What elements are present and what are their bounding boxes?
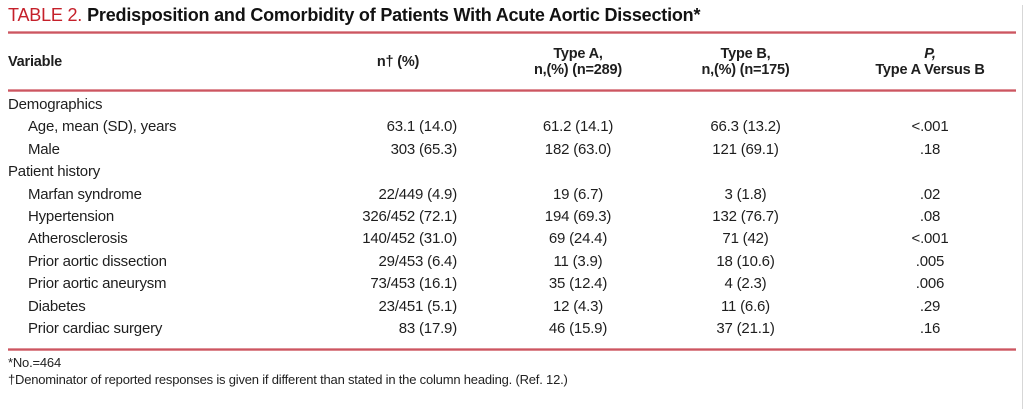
cell-n: 303 (65.3) <box>390 140 458 158</box>
table-number-label: TABLE 2. <box>8 5 83 25</box>
page-edge-line <box>1022 5 1023 409</box>
cell-n: 29/453 (6.4) <box>378 252 458 270</box>
cell-type-b <box>623 94 800 116</box>
cell-n: 63.1 (14.0) <box>386 118 458 136</box>
horizontal-rule-top <box>8 31 1016 34</box>
cell-p: <.001 <box>911 118 949 136</box>
cell-type-a: 182 (63.0) <box>544 140 612 158</box>
table-header-row: Variable n† (%) Type A, n,(%) (n=289) Ty… <box>8 34 1016 89</box>
cell-type-a: 35 (12.4) <box>548 275 608 293</box>
row-label: Prior cardiac surgery <box>28 319 163 337</box>
column-header-type-a-line1: Type A, <box>553 45 603 62</box>
row-label: Prior aortic aneurysm <box>28 275 167 293</box>
table-row-hypertension: Hypertension 326/452 (72.1) 194 (69.3) 1… <box>8 206 1016 228</box>
cell-type-b: 18 (10.6) <box>716 252 775 270</box>
row-label: Diabetes <box>28 297 86 315</box>
cell-n: 326/452 (72.1) <box>362 207 457 225</box>
cell-p <box>800 161 1016 183</box>
cell-type-a: 69 (24.4) <box>548 230 608 248</box>
cell-n <box>298 161 463 183</box>
cell-n: 23/451 (5.1) <box>378 297 458 315</box>
cell-type-b <box>623 161 800 183</box>
cell-type-b: 4 (2.3) <box>724 275 767 293</box>
column-header-p-line1: P, <box>924 45 936 62</box>
table-row-prior-aortic-aneurysm: Prior aortic aneurysm 73/453 (16.1) 35 (… <box>8 273 1016 295</box>
column-header-type-b-line2: n,(%) (n=175) <box>701 61 790 78</box>
cell-type-a: 12 (4.3) <box>552 297 604 315</box>
row-label: Age, mean (SD), years <box>28 118 177 136</box>
row-label: Male <box>28 140 60 158</box>
cell-type-a <box>463 161 623 183</box>
table-row-section-patient-history: Patient history <box>8 161 1016 183</box>
cell-n: 22/449 (4.9) <box>378 185 458 203</box>
row-label: Atherosclerosis <box>28 230 128 248</box>
table-row-prior-cardiac-surgery: Prior cardiac surgery 83 (17.9) 46 (15.9… <box>8 318 1016 340</box>
cell-type-b: 66.3 (13.2) <box>710 118 781 136</box>
column-header-type-b: Type B, n,(%) (n=175) <box>623 46 800 78</box>
cell-type-a <box>463 94 623 116</box>
cell-p <box>800 94 1016 116</box>
table-row-age: Age, mean (SD), years 63.1 (14.0) 61.2 (… <box>8 116 1016 138</box>
table-title-text: Predisposition and Comorbidity of Patien… <box>87 5 701 25</box>
row-label: Patient history <box>8 163 101 181</box>
table-row-marfan-syndrome: Marfan syndrome 22/449 (4.9) 19 (6.7) 3 … <box>8 184 1016 206</box>
column-header-n-percent: n† (%) <box>376 53 420 70</box>
row-label: Prior aortic dissection <box>28 252 167 270</box>
horizontal-rule-bottom <box>8 348 1016 352</box>
row-label: Hypertension <box>28 207 114 225</box>
row-label: Demographics <box>8 96 103 113</box>
cell-type-a: 11 (3.9) <box>553 252 603 270</box>
table-row-atherosclerosis: Atherosclerosis 140/452 (31.0) 69 (24.4)… <box>8 228 1016 250</box>
cell-p: .08 <box>919 207 941 225</box>
cell-type-a: 61.2 (14.1) <box>542 118 614 136</box>
cell-type-a: 46 (15.9) <box>548 319 608 337</box>
cell-p: .18 <box>919 140 941 158</box>
column-header-p-value: P, Type A Versus B <box>800 46 1016 78</box>
cell-n <box>298 94 463 116</box>
row-label: Marfan syndrome <box>28 185 142 203</box>
cell-type-b: 132 (76.7) <box>712 207 779 225</box>
table-title: TABLE 2. Predisposition and Comorbidity o… <box>8 5 1016 26</box>
table-row-section-demographics: Demographics <box>8 94 1016 116</box>
cell-p: .005 <box>915 252 945 270</box>
column-header-p-line2: Type A Versus B <box>875 61 985 78</box>
cell-n: 83 (17.9) <box>398 319 457 337</box>
table-row-diabetes: Diabetes 23/451 (5.1) 12 (4.3) 11 (6.6) … <box>8 296 1016 318</box>
cell-type-a: 194 (69.3) <box>544 207 612 225</box>
cell-type-b: 71 (42) <box>722 230 769 248</box>
table-row-male: Male 303 (65.3) 182 (63.0) 121 (69.1) .1… <box>8 139 1016 161</box>
cell-type-b: 3 (1.8) <box>724 185 767 203</box>
cell-p: .16 <box>919 319 941 337</box>
cell-n: 73/453 (16.1) <box>370 275 457 293</box>
column-header-type-b-line1: Type B, <box>720 45 771 62</box>
cell-type-b: 11 (6.6) <box>721 297 770 315</box>
cell-n: 140/452 (31.0) <box>362 230 457 248</box>
table-body: Demographics Age, mean (SD), years 63.1 … <box>8 94 1016 340</box>
table-footnotes: *No.=464 †Denominator of reported respon… <box>8 355 1016 388</box>
column-header-variable: Variable <box>8 53 63 70</box>
footnote-asterisk: *No.=464 <box>8 355 61 371</box>
table-row-prior-aortic-dissection: Prior aortic dissection 29/453 (6.4) 11 … <box>8 251 1016 273</box>
horizontal-rule-header <box>8 89 1016 92</box>
cell-type-b: 121 (69.1) <box>712 140 779 158</box>
cell-p: <.001 <box>911 230 949 248</box>
cell-type-a: 19 (6.7) <box>552 185 604 203</box>
cell-type-b: 37 (21.1) <box>716 319 775 337</box>
cell-p: .006 <box>915 275 945 293</box>
column-header-type-a: Type A, n,(%) (n=289) <box>463 46 623 78</box>
cell-p: .29 <box>919 297 941 315</box>
column-header-type-a-line2: n,(%) (n=289) <box>533 61 623 78</box>
footnote-dagger: †Denominator of reported responses is gi… <box>8 371 568 387</box>
cell-p: .02 <box>919 185 941 203</box>
